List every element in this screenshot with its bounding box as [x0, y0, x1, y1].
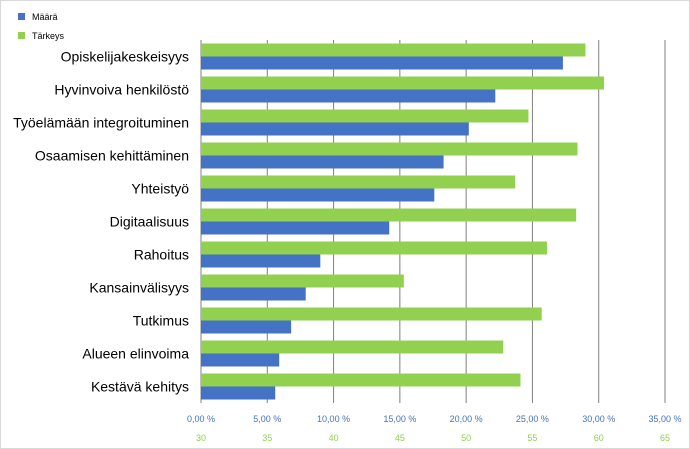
secondary-tick-label: 50 [461, 433, 471, 443]
bar-tarkeys-tutkimus [201, 307, 542, 321]
secondary-tick-label: 30 [196, 433, 206, 443]
primary-tick-label: 30,00 % [582, 414, 615, 424]
bar-maara-kestava-kehitys [201, 386, 276, 400]
bar-tarkeys-yhteistyo [201, 175, 516, 189]
legend-label-maara: Määrä [32, 12, 58, 22]
primary-tick-label: 25,00 % [516, 414, 549, 424]
primary-tick-label: 15,00 % [383, 414, 416, 424]
legend-label-tarkeys: Tärkeys [32, 31, 65, 41]
legend: Määrä Tärkeys [18, 12, 65, 41]
bar-tarkeys-opiskelijakeskeisyys [201, 43, 586, 57]
category-label: Opiskelijakeskeisyys [61, 49, 189, 65]
secondary-tick-label: 60 [594, 433, 604, 443]
bar-maara-alueen-elinvoima [201, 353, 280, 367]
primary-tick-label: 20,00 % [450, 414, 483, 424]
bar-tarkeys-digitaalisuus [201, 208, 577, 222]
bar-tarkeys-kestava-kehitys [201, 373, 521, 387]
secondary-tick-label: 35 [262, 433, 272, 443]
primary-x-axis-ticks: 0,00 % 5,00 % 10,00 % 15,00 % 20,00 % 25,00 %… [187, 414, 682, 424]
category-labels: Opiskelijakeskeisyys Hyvinvoiva henkilöst… [13, 49, 189, 395]
bar-tarkeys-tyoelamaan-integroituminen [201, 109, 529, 123]
primary-tick-label: 10,00 % [317, 414, 350, 424]
category-label: Hyvinvoiva henkilöstö [54, 82, 189, 98]
category-label: Alueen elinvoima [82, 346, 189, 362]
bar-tarkeys-rahoitus [201, 241, 548, 255]
category-label: Yhteistyö [131, 181, 189, 197]
secondary-tick-label: 45 [395, 433, 405, 443]
bar-maara-digitaalisuus [201, 221, 390, 235]
legend-swatch-tarkeys [18, 32, 25, 39]
category-label: Tutkimus [133, 313, 189, 329]
bars [201, 43, 605, 400]
bar-tarkeys-osaamisen-kehittaminen [201, 142, 578, 156]
category-label: Digitaalisuus [110, 214, 189, 230]
primary-tick-label: 0,00 % [187, 414, 215, 424]
bar-maara-hyvinvoiva-henkilosto [201, 89, 496, 103]
primary-tick-label: 5,00 % [253, 414, 281, 424]
category-label: Osaamisen kehittäminen [35, 148, 189, 164]
primary-tick-label: 35,00 % [648, 414, 681, 424]
bar-maara-opiskelijakeskeisyys [201, 56, 563, 70]
bar-maara-tyoelamaan-integroituminen [201, 122, 469, 136]
bar-tarkeys-hyvinvoiva-henkilosto [201, 76, 605, 90]
bar-maara-tutkimus [201, 320, 292, 334]
legend-swatch-maara [18, 13, 25, 20]
bar-maara-rahoitus [201, 254, 321, 268]
category-label: Rahoitus [134, 247, 189, 263]
bar-maara-osaamisen-kehittaminen [201, 155, 444, 169]
category-label: Työelämään integroituminen [13, 115, 189, 131]
bar-tarkeys-alueen-elinvoima [201, 340, 504, 354]
bar-maara-yhteistyo [201, 188, 435, 202]
bar-tarkeys-kansainvalisyys [201, 274, 404, 288]
bar-maara-kansainvalisyys [201, 287, 306, 301]
secondary-tick-label: 65 [660, 433, 670, 443]
category-label: Kestävä kehitys [91, 379, 189, 395]
secondary-tick-label: 55 [527, 433, 537, 443]
category-label: Kansainvälisyys [89, 280, 189, 296]
secondary-tick-label: 40 [329, 433, 339, 443]
secondary-x-axis-ticks: 30 35 40 45 50 55 60 65 [196, 433, 670, 443]
